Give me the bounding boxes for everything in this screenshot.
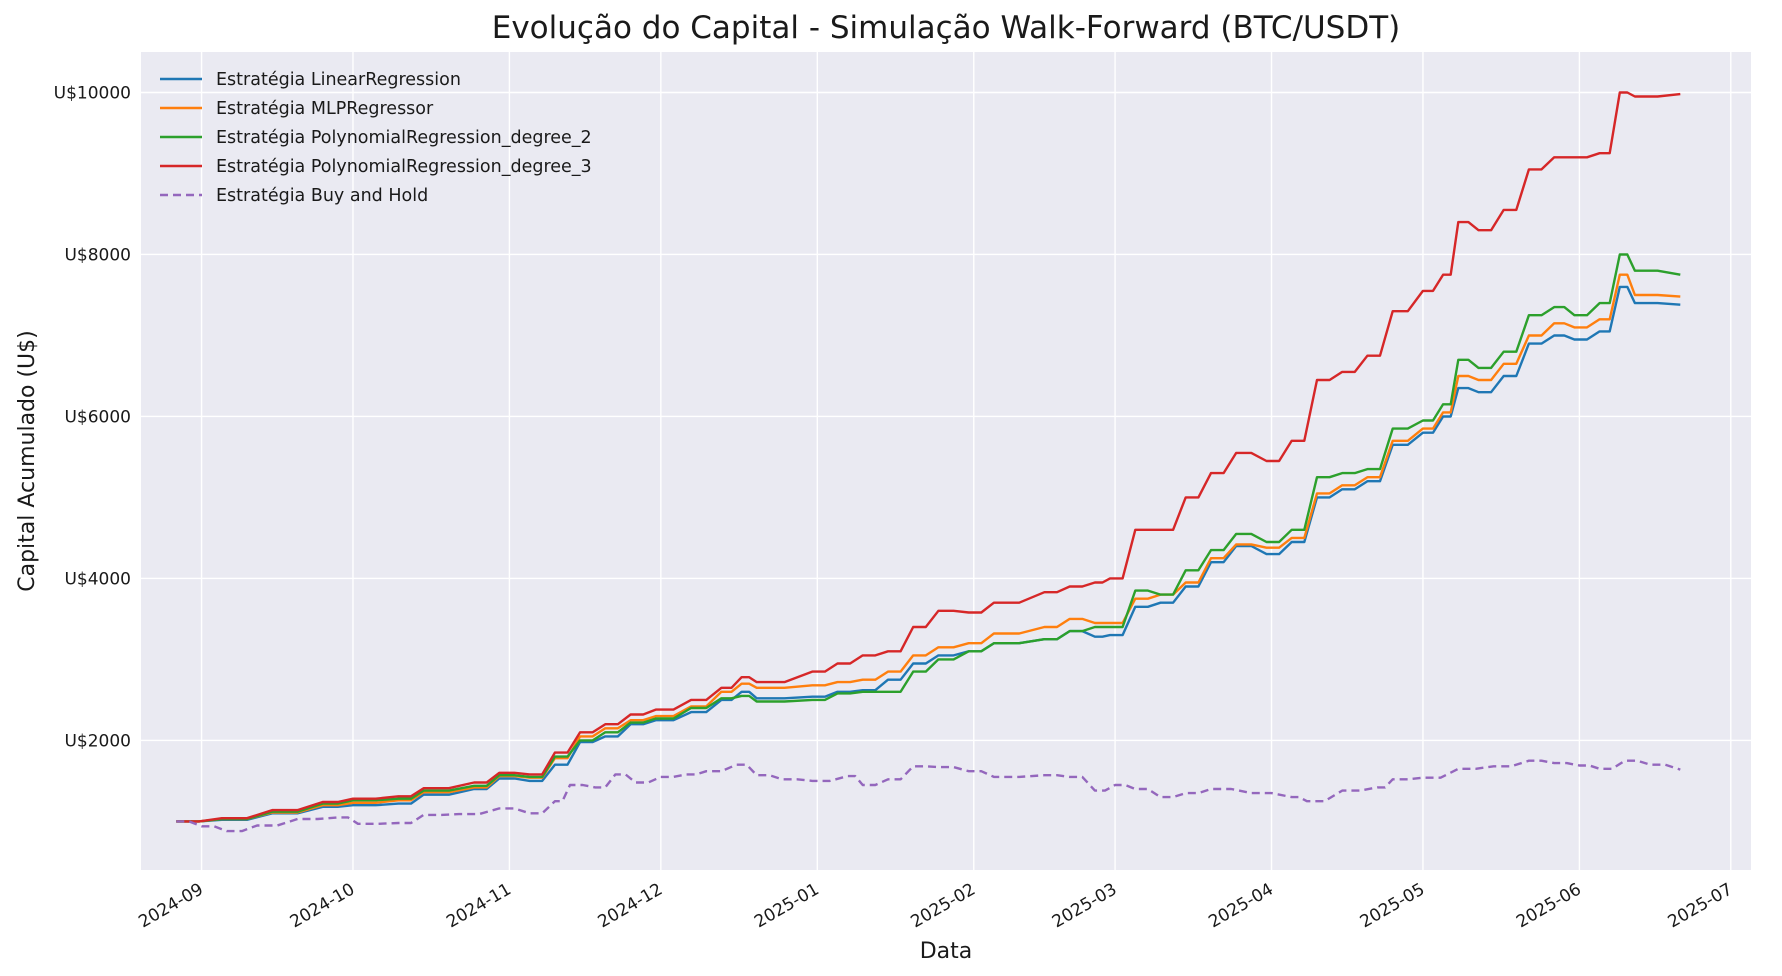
- plot-area: [141, 52, 1751, 870]
- legend-label: Estratégia Buy and Hold: [216, 186, 428, 206]
- y-tick-label: U$2000: [64, 731, 131, 751]
- y-axis: U$2000 U$4000 U$6000 U$8000 U$10000: [54, 83, 131, 751]
- y-tick-label: U$10000: [54, 83, 131, 103]
- chart-title: Evolução do Capital - Simulação Walk-For…: [492, 10, 1401, 46]
- series-lines: [176, 91, 1681, 833]
- legend-label: Estratégia LinearRegression: [216, 70, 461, 90]
- x-axis-label: Data: [920, 939, 973, 964]
- legend: Estratégia LinearRegression Estratégia ML…: [160, 70, 592, 206]
- series-line-3: [176, 91, 1681, 823]
- legend-label: Estratégia MLPRegressor: [216, 99, 434, 119]
- y-tick-label: U$4000: [64, 569, 131, 589]
- y-axis-label: Capital Acumulado (U$): [15, 330, 40, 592]
- legend-label: Estratégia PolynomialRegression_degree_2: [216, 128, 592, 148]
- series-line-2: [176, 253, 1681, 823]
- grid-lines: [141, 52, 1751, 870]
- y-tick-label: U$6000: [64, 407, 131, 427]
- y-tick-label: U$8000: [64, 245, 131, 265]
- series-line-4: [176, 759, 1681, 833]
- legend-label: Estratégia PolynomialRegression_degree_3: [216, 157, 592, 177]
